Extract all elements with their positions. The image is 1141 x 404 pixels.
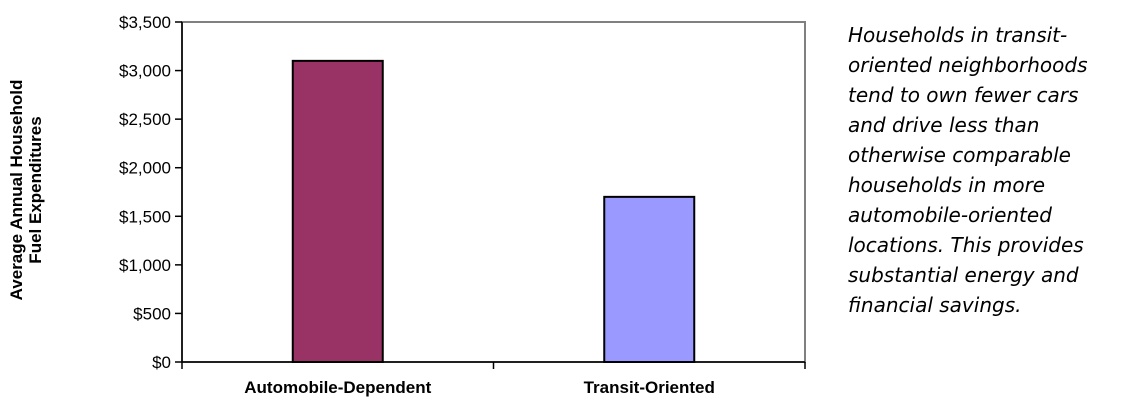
category-labels: Automobile-Dependent Transit-Oriented — [244, 378, 715, 397]
plot-area-frame — [181, 21, 806, 363]
y-tick-label: $1,000 — [119, 256, 171, 275]
bar-transit-oriented — [603, 195, 696, 363]
bar-automobile-dependent — [291, 59, 384, 363]
y-tick-label: $500 — [133, 304, 171, 323]
annotation-line: and drive less than — [848, 113, 1040, 137]
y-tick-label: $2,500 — [119, 110, 171, 129]
y-tick-label: $2,000 — [119, 159, 171, 178]
y-tick-label: $3,000 — [119, 62, 171, 81]
x-ticks — [181, 362, 806, 369]
y-tick-label: $0 — [152, 353, 171, 372]
annotation-line: financial savings. — [848, 293, 1022, 317]
annotation-line: tend to own fewer cars — [848, 83, 1079, 107]
y-axis-label-line-2: Fuel Expenditures — [26, 116, 45, 263]
bar-chart: Average Annual Household Fuel Expenditur… — [7, 13, 806, 397]
annotation-line: Households in transit- — [848, 23, 1068, 47]
annotation-line: oriented neighborhoods — [848, 53, 1088, 77]
annotation-line: locations. This provides — [848, 233, 1084, 257]
bars — [291, 59, 696, 363]
annotation-line: households in more — [848, 173, 1046, 197]
category-label: Automobile-Dependent — [244, 378, 431, 397]
y-tick-label: $1,500 — [119, 207, 171, 226]
y-ticks: $0 $500 $1,000 $1,500 $2,000 $2,500 $3,000 $3,5… — [119, 13, 182, 372]
category-label: Transit-Oriented — [584, 378, 715, 397]
y-tick-label: $3,500 — [119, 13, 171, 32]
annotation-line: substantial energy and — [848, 263, 1079, 287]
annotation-line: otherwise comparable — [848, 143, 1071, 167]
annotation-text: Households in transit-oriented neighborh… — [848, 20, 1133, 320]
annotation-line: automobile-oriented — [848, 203, 1052, 227]
y-axis-label-line-1: Average Annual Household — [7, 80, 26, 301]
